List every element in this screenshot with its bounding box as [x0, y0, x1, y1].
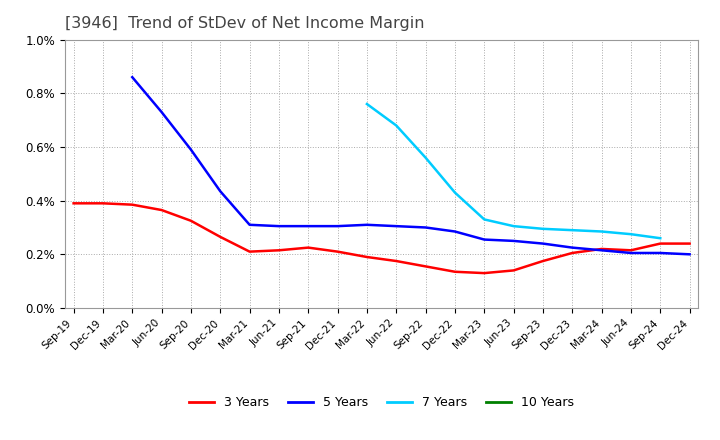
- 5 Years: [216, 189, 225, 194]
- 3 Years: [568, 250, 577, 256]
- 7 Years: [656, 235, 665, 241]
- 3 Years: [480, 271, 489, 276]
- 3 Years: [392, 258, 400, 264]
- 7 Years: [626, 231, 635, 237]
- 3 Years: [304, 245, 312, 250]
- 5 Years: [246, 222, 254, 227]
- 3 Years: [157, 207, 166, 213]
- 7 Years: [509, 224, 518, 229]
- 7 Years: [598, 229, 606, 234]
- 5 Years: [333, 224, 342, 229]
- 5 Years: [304, 224, 312, 229]
- 3 Years: [421, 264, 430, 269]
- 3 Years: [598, 246, 606, 252]
- 3 Years: [186, 218, 195, 224]
- 3 Years: [626, 248, 635, 253]
- 5 Years: [451, 229, 459, 234]
- 3 Years: [363, 254, 372, 260]
- 3 Years: [656, 241, 665, 246]
- 5 Years: [568, 245, 577, 250]
- 7 Years: [451, 190, 459, 195]
- 3 Years: [509, 268, 518, 273]
- Legend: 3 Years, 5 Years, 7 Years, 10 Years: 3 Years, 5 Years, 7 Years, 10 Years: [184, 392, 579, 414]
- Text: [3946]  Trend of StDev of Net Income Margin: [3946] Trend of StDev of Net Income Marg…: [65, 16, 424, 32]
- 5 Years: [626, 250, 635, 256]
- 5 Years: [656, 250, 665, 256]
- 7 Years: [363, 101, 372, 106]
- 3 Years: [128, 202, 137, 207]
- 3 Years: [99, 201, 107, 206]
- 7 Years: [480, 217, 489, 222]
- 5 Years: [685, 252, 694, 257]
- 5 Years: [392, 224, 400, 229]
- 5 Years: [363, 222, 372, 227]
- 3 Years: [685, 241, 694, 246]
- Line: 7 Years: 7 Years: [367, 104, 660, 238]
- 5 Years: [186, 147, 195, 152]
- 3 Years: [333, 249, 342, 254]
- 3 Years: [246, 249, 254, 254]
- 5 Years: [539, 241, 547, 246]
- 3 Years: [274, 248, 283, 253]
- Line: 3 Years: 3 Years: [73, 203, 690, 273]
- 5 Years: [509, 238, 518, 244]
- 5 Years: [421, 225, 430, 230]
- 5 Years: [128, 74, 137, 80]
- 5 Years: [598, 248, 606, 253]
- Line: 5 Years: 5 Years: [132, 77, 690, 254]
- 7 Years: [392, 123, 400, 128]
- 3 Years: [451, 269, 459, 275]
- 7 Years: [568, 227, 577, 233]
- 5 Years: [157, 110, 166, 115]
- 5 Years: [274, 224, 283, 229]
- 3 Years: [216, 234, 225, 239]
- 5 Years: [480, 237, 489, 242]
- 7 Years: [539, 226, 547, 231]
- 3 Years: [539, 258, 547, 264]
- 7 Years: [421, 155, 430, 160]
- 3 Years: [69, 201, 78, 206]
